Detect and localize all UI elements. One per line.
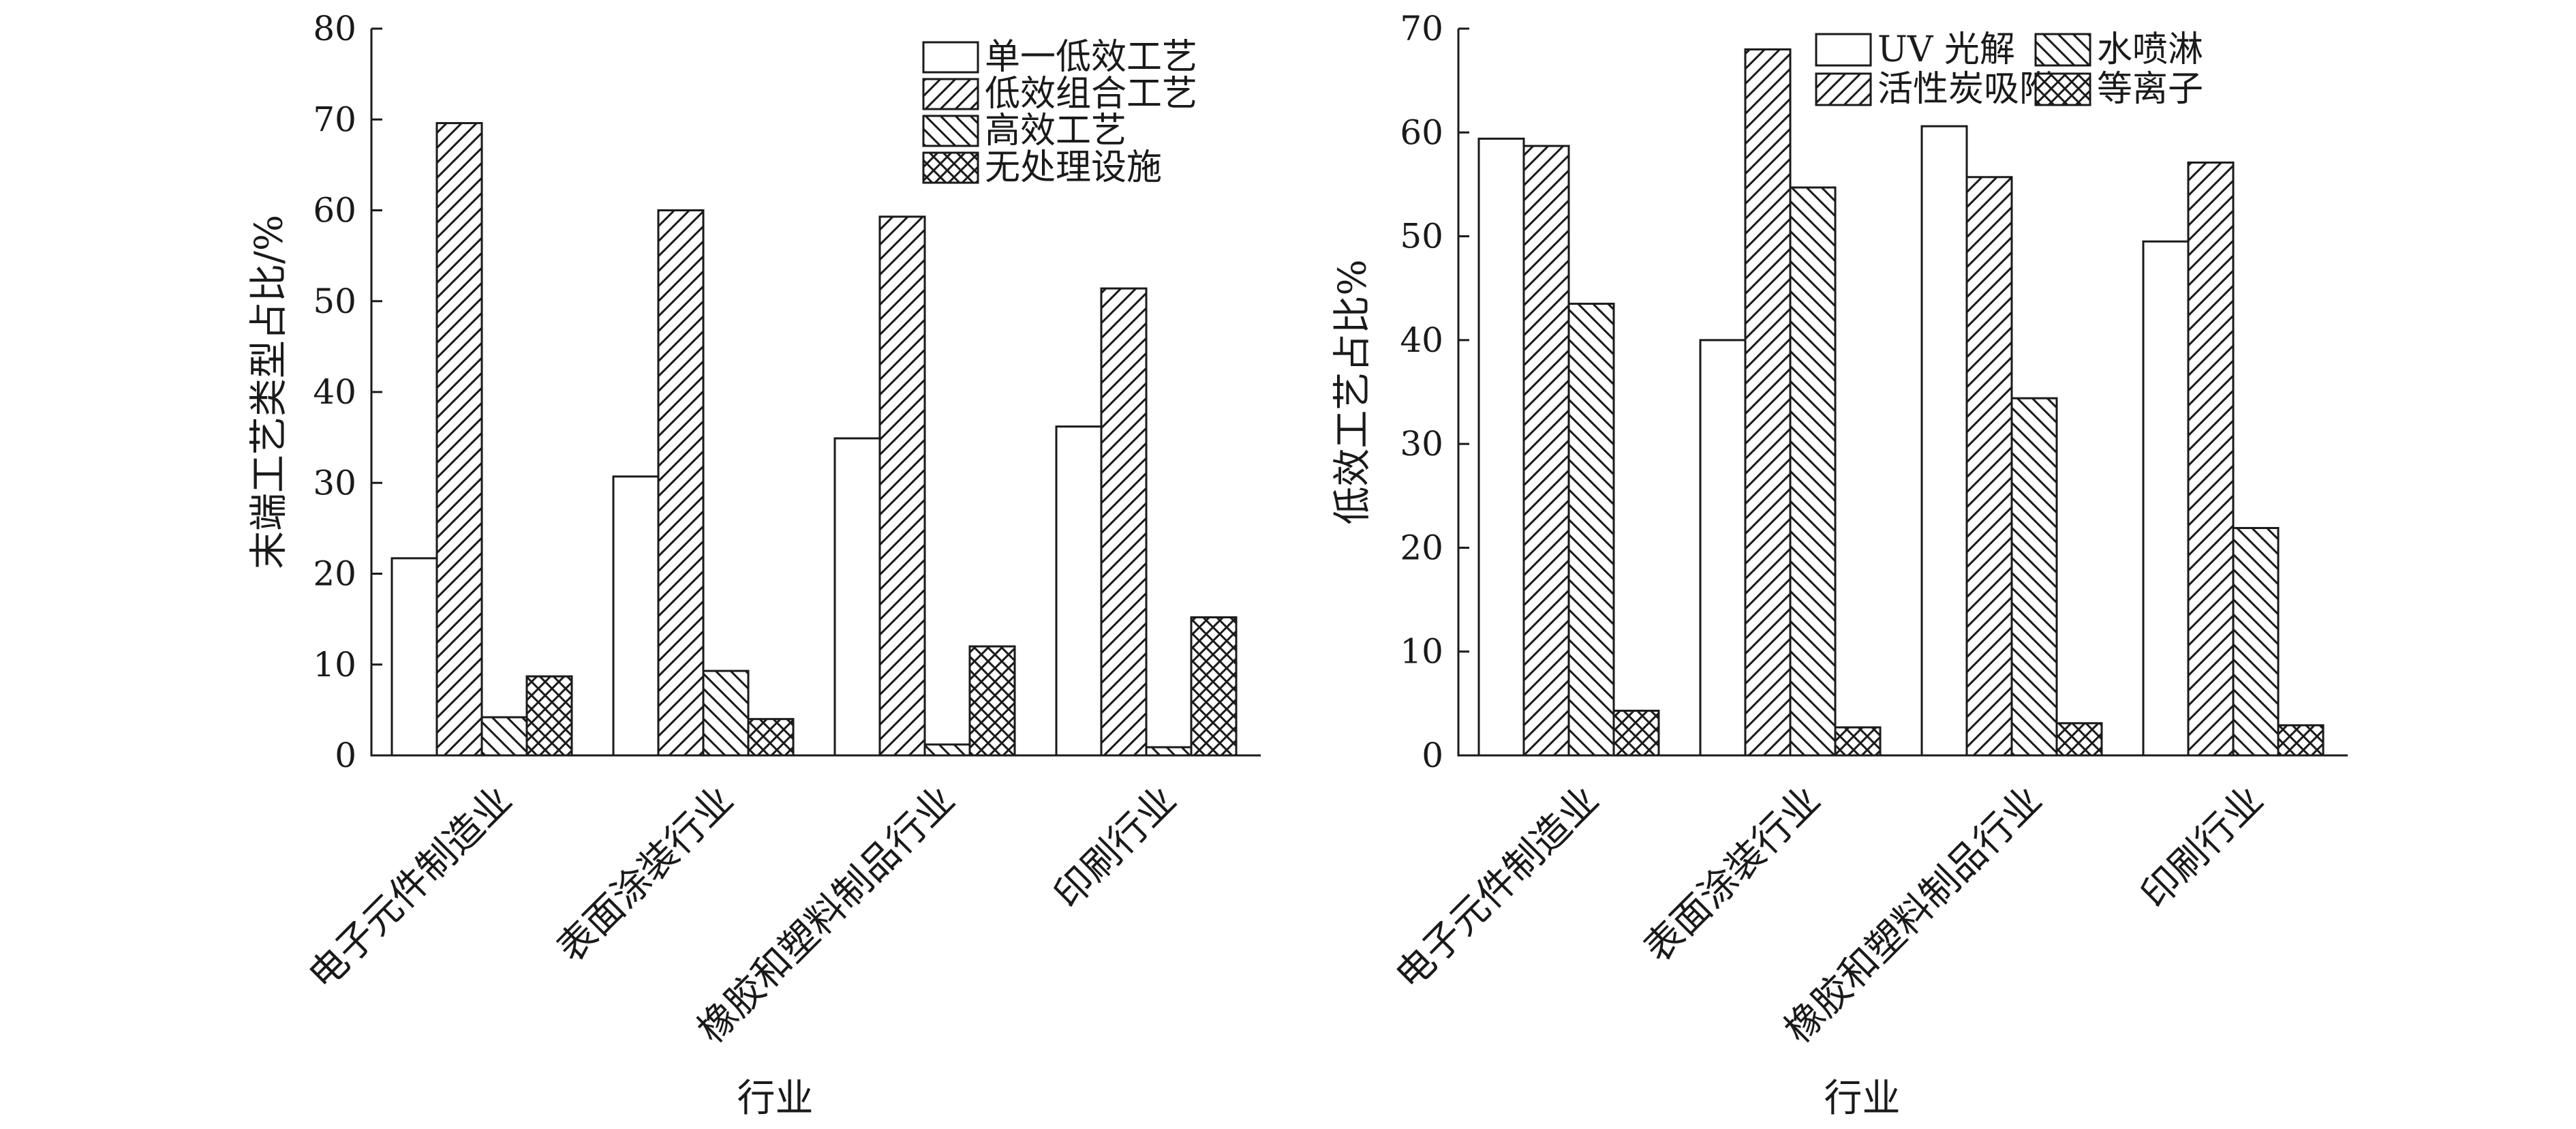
bar-right-s2-c2 [2010,397,2058,757]
y-tick-label: 20 [313,554,356,594]
y-tick-label: 50 [1400,217,1443,256]
legend-label: UV 光解 [1877,29,2015,70]
bar-right-s1-c2 [1965,176,2013,757]
legend-label: 低效组合工艺 [985,74,1197,115]
bar-left-s3-c1 [747,718,795,757]
legend-swatch [922,151,979,184]
category-label: 印刷行业 [2132,778,2271,917]
bar-left-s1-c1 [657,209,705,757]
y-tick-label: 60 [1400,112,1443,152]
bar-left-s0-c3 [1055,425,1103,757]
bar-left-s2-c3 [1145,746,1193,757]
bar-left-s0-c0 [390,557,438,757]
legend-label: 等离子 [2097,69,2203,110]
category-label: 电子元件制造业 [301,778,521,998]
bar-right-s3-c2 [2055,722,2103,757]
y-tick-label: 10 [313,645,356,684]
bar-left-s2-c0 [480,716,528,757]
bar-right-s0-c3 [2142,240,2190,757]
bar-left-s2-c2 [923,743,971,757]
bar-right-s3-c0 [1612,710,1660,757]
y-tick-label: 80 [313,9,356,48]
bar-left-s3-c3 [1190,616,1238,757]
bar-right-s3-c1 [1834,726,1882,757]
x-axis-title: 行业 [1824,1077,1901,1121]
bar-right-s2-c3 [2232,526,2280,757]
y-tick-label: 40 [1400,320,1443,360]
y-tick-label: 70 [313,100,356,139]
legend-label: 单一低效工艺 [985,37,1197,78]
bar-right-s0-c0 [1477,137,1525,757]
bar-right-s2-c1 [1789,186,1837,757]
bar-left-s3-c2 [968,645,1016,757]
legend-swatch [2034,33,2091,67]
bar-left-s3-c0 [525,675,573,757]
y-tick-label: 50 [313,282,356,321]
bar-left-s2-c1 [702,669,750,757]
y-tick-label: 0 [1422,736,1443,775]
y-tick-label: 70 [1400,9,1443,48]
bar-right-s1-c3 [2187,161,2235,757]
legend-label: 水喷淋 [2097,29,2203,70]
category-label: 印刷行业 [1045,778,1184,917]
bar-right-s3-c3 [2277,724,2325,757]
y-tick-label: 40 [313,372,356,412]
bar-left-s1-c3 [1100,287,1148,757]
bar-left-s1-c0 [435,122,483,757]
bar-right-s2-c0 [1567,303,1615,757]
legend-label: 无处理设施 [985,147,1162,188]
x-axis-title: 行业 [737,1077,814,1121]
legend-swatch [1815,33,1872,67]
category-label: 电子元件制造业 [1387,778,1608,998]
bar-left-s0-c2 [833,437,881,757]
category-label: 表面涂装行业 [1636,778,1829,972]
legend-swatch [922,41,979,74]
y-tick-label: 30 [313,463,356,502]
legend-swatch [922,78,979,110]
y-axis-title: 低效工艺占比% [1331,259,1375,524]
y-tick-label: 20 [1400,528,1443,567]
y-tick-label: 10 [1400,632,1443,672]
y-tick-label: 0 [335,736,356,775]
bar-left-s0-c1 [612,475,660,757]
legend-swatch [1815,72,1872,106]
legend-swatch [2034,72,2091,106]
y-tick-label: 30 [1400,424,1443,464]
bar-left-s1-c2 [878,215,926,757]
bar-right-s0-c1 [1699,339,1747,757]
bar-right-s0-c2 [1920,125,1968,757]
y-axis-title: 末端工艺类型占比/% [247,215,292,569]
legend-label: 高效工艺 [985,110,1126,151]
legend-swatch [922,115,979,147]
bar-right-s1-c0 [1522,145,1570,757]
y-tick-label: 60 [313,191,356,230]
bar-right-s1-c1 [1744,48,1792,757]
category-label: 表面涂装行业 [549,778,742,972]
legend-label: 活性炭吸附 [1877,69,2055,110]
